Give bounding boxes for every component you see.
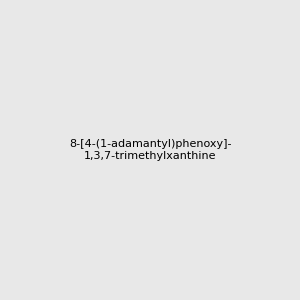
Text: 8-[4-(1-adamantyl)phenoxy]-
1,3,7-trimethylxanthine: 8-[4-(1-adamantyl)phenoxy]- 1,3,7-trimet…: [69, 139, 231, 161]
